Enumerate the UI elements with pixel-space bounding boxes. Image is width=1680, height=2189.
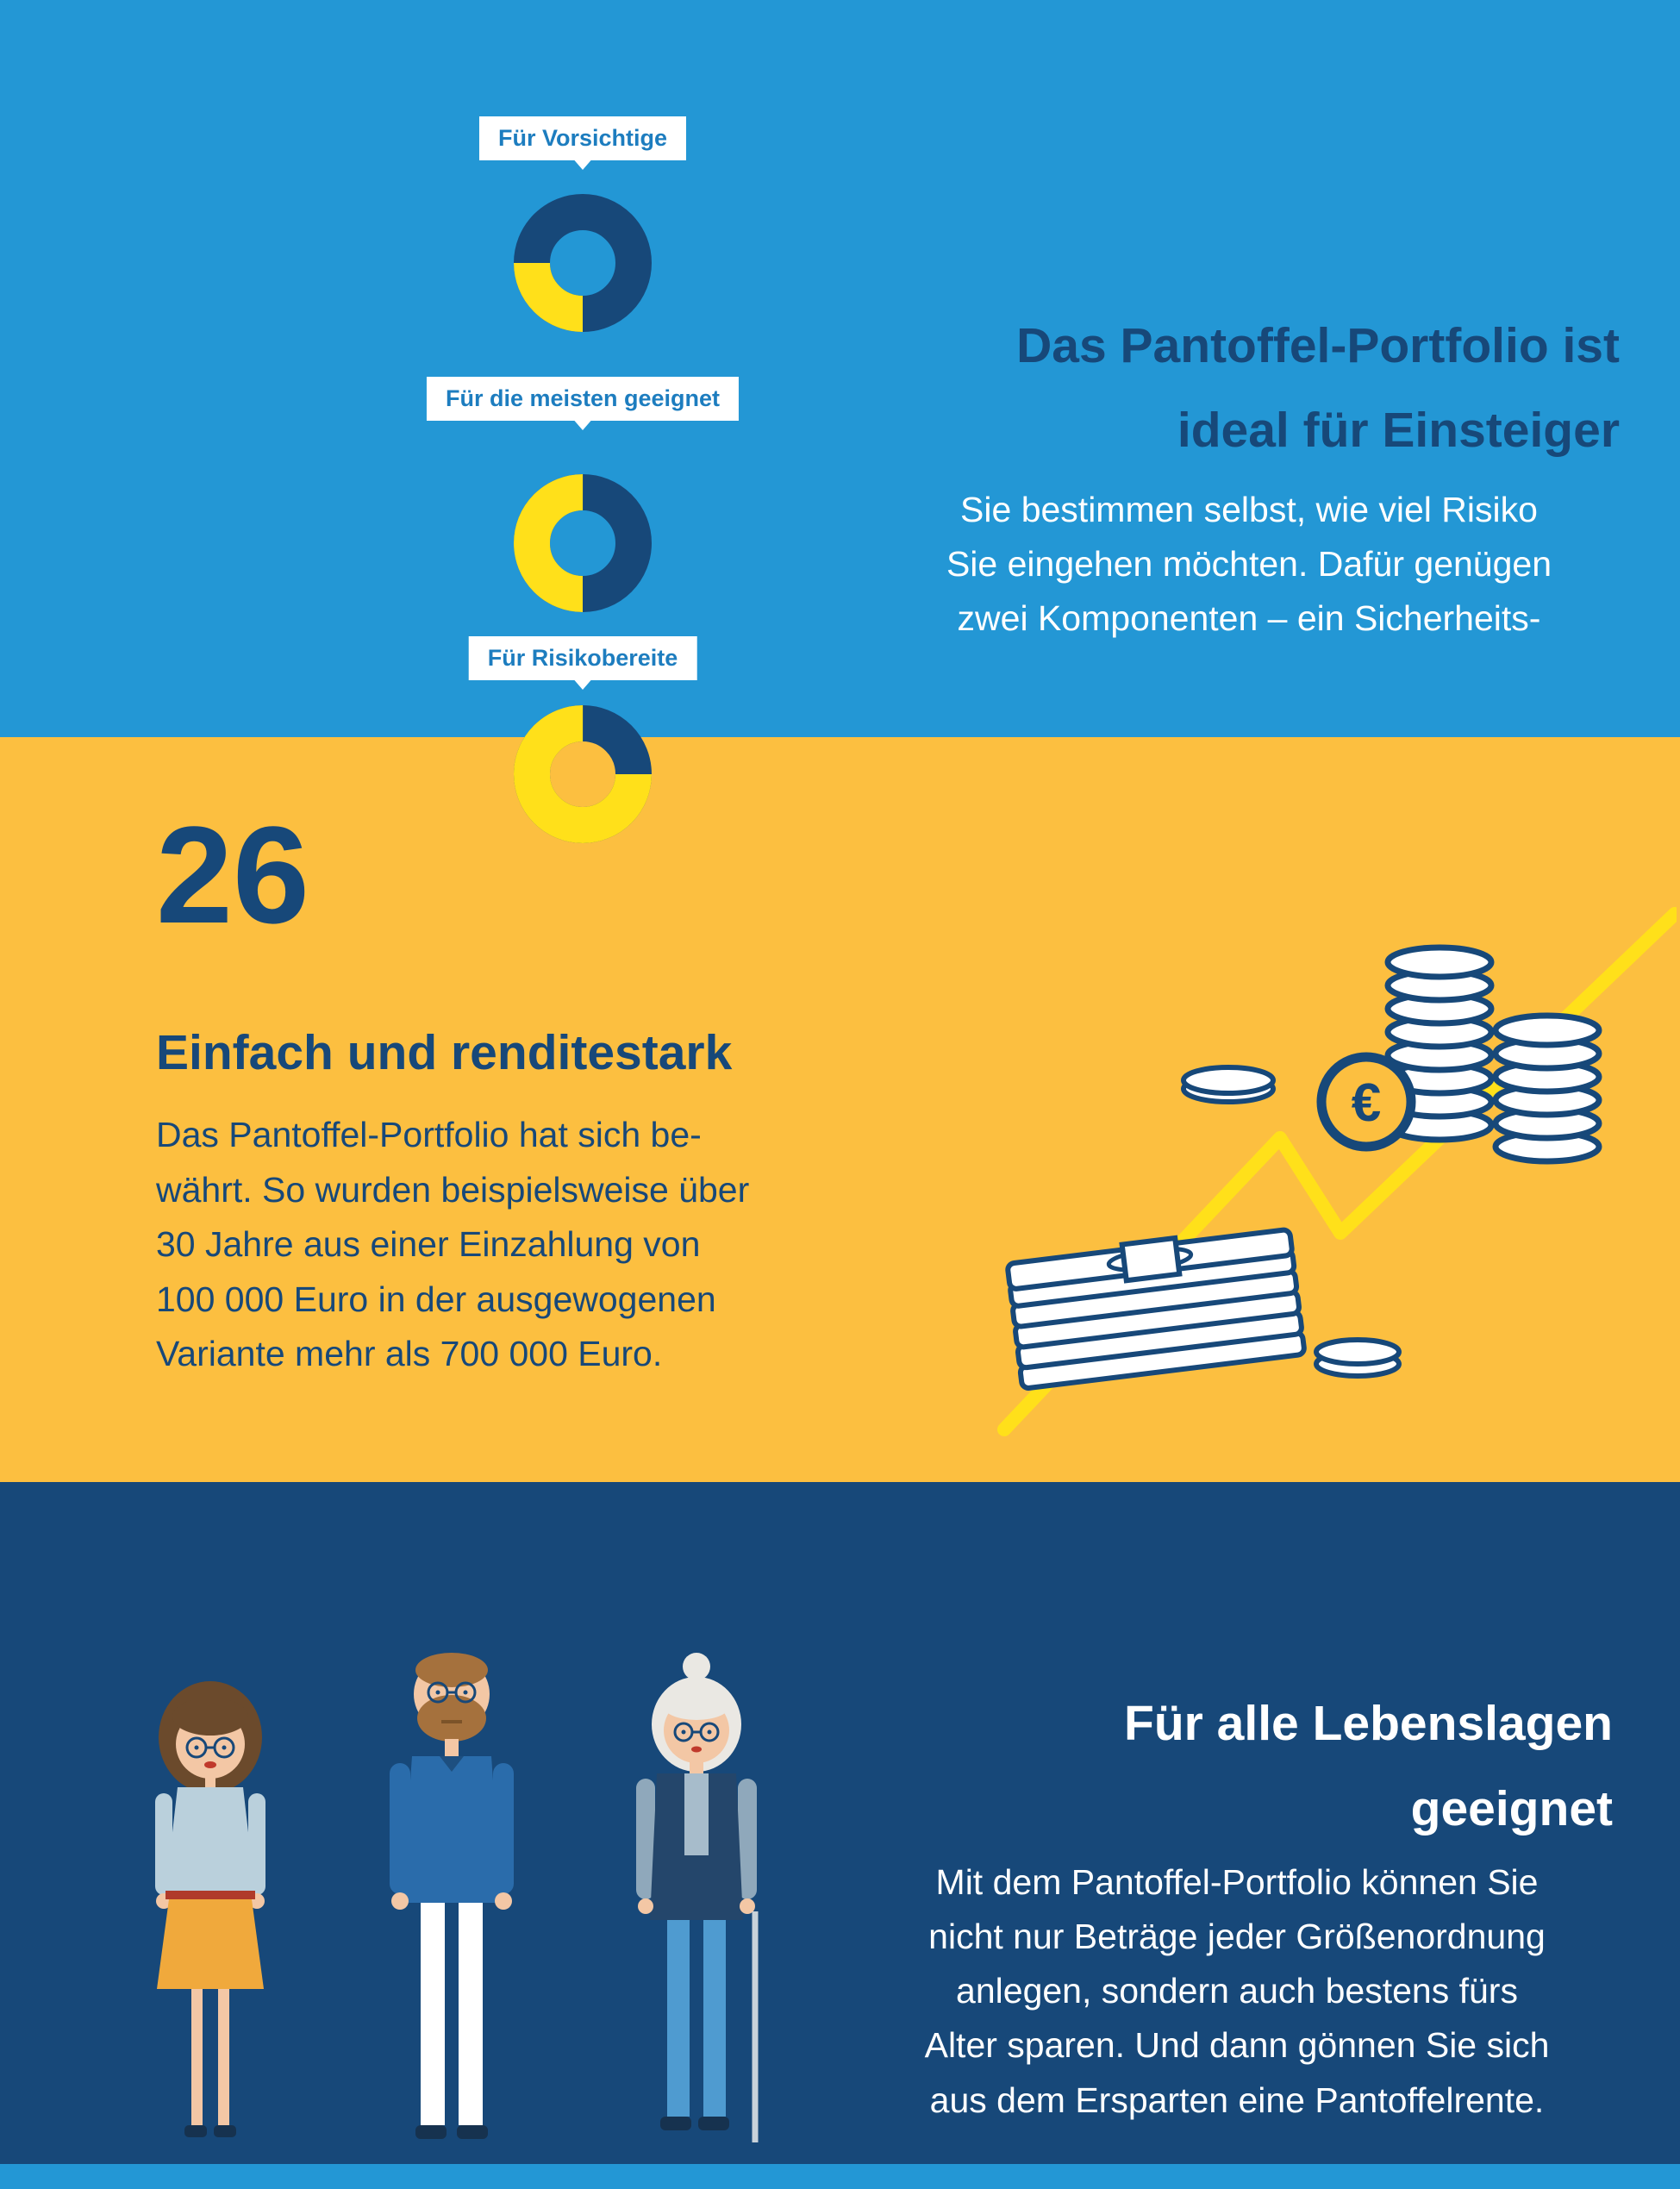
lifestages-body: Mit dem Pantoffel-Portfolio können Sie n… (849, 1855, 1625, 2128)
euro-symbol: € (1352, 1073, 1381, 1133)
performance-body-line: 30 Jahre aus einer Einzahlung von (156, 1224, 701, 1265)
performance-body: Das Pantoffel-Portfolio hat sich be- wäh… (156, 1108, 880, 1382)
performance-body-line: Das Pantoffel-Portfolio hat sich be- (156, 1115, 702, 1154)
coin-stack-icon (1384, 944, 1495, 1143)
performance-body-line: 100 000 Euro in der ausgewogenen (156, 1279, 716, 1319)
intro-heading: Das Pantoffel-Portfolio ist ideal für Ei… (775, 303, 1620, 472)
coin-stack-icon (1492, 1012, 1602, 1165)
performance-body-line: währt. So wurden beispielsweise über (156, 1169, 750, 1210)
intro-body-line: zwei Komponenten – ein Sicherheits- (957, 598, 1541, 639)
footer-strip (0, 2164, 1680, 2189)
performance-heading: Einfach und renditestark (156, 1025, 733, 1080)
lifestages-heading-line1: Für alle Lebenslagen (1124, 1696, 1613, 1751)
euro-coin-icon: € (1316, 1052, 1416, 1152)
donut-label-risk: Für Risikobereite (468, 636, 697, 680)
donut-label-cautious: Für Vorsichtige (478, 116, 687, 160)
lifestages-body-line: nicht nur Beträge jeder Größenordnung (928, 1917, 1546, 1957)
lifestages-section-background (0, 1482, 1680, 2164)
lifestages-heading: Für alle Lebenslagen geeignet (837, 1681, 1613, 1852)
coin-icon (1314, 1337, 1402, 1379)
lifestages-heading-line2: geeignet (1410, 1781, 1613, 1837)
intro-body-line: Sie eingehen möchten. Dafür genügen (946, 544, 1552, 585)
elderly-woman-figure (636, 1653, 759, 2142)
arrow-down-icon (571, 417, 594, 430)
lifestages-body-line: aus dem Ersparten eine Pantoffelrente. (929, 2080, 1545, 2120)
lifestages-body-line: anlegen, sondern auch bestens fürs (956, 1971, 1518, 2011)
page-number: 26 (156, 797, 309, 952)
arrow-down-icon (571, 677, 594, 690)
intro-heading-line1: Das Pantoffel-Portfolio ist (1016, 318, 1620, 373)
donut-label-balanced: Für die meisten geeignet (426, 377, 740, 421)
arrow-down-icon (571, 157, 594, 170)
banknote-bundle-icon (1005, 1227, 1307, 1391)
donut-chart-risk (514, 705, 652, 843)
money-growth-illustration: € (997, 907, 1677, 1436)
donut-chart-cautious (514, 194, 652, 332)
donut-chart-balanced (514, 474, 652, 612)
intro-section-background (0, 0, 1680, 737)
people-illustration (155, 1653, 759, 2142)
intro-body: Sie bestimmen selbst, wie viel Risiko Si… (878, 483, 1620, 646)
woman-figure (155, 1681, 265, 2137)
intro-body-line: Sie bestimmen selbst, wie viel Risiko (960, 490, 1538, 529)
man-figure (390, 1653, 514, 2139)
lifestages-body-line: Alter sparen. Und dann gönnen Sie sich (924, 2025, 1550, 2066)
coin-icon (1181, 1065, 1276, 1104)
performance-body-line: Variante mehr als 700 000 Euro. (156, 1334, 663, 1374)
intro-heading-line2: ideal für Einsteiger (1177, 403, 1620, 459)
lifestages-body-line: Mit dem Pantoffel-Portfolio können Sie (935, 1862, 1539, 1902)
